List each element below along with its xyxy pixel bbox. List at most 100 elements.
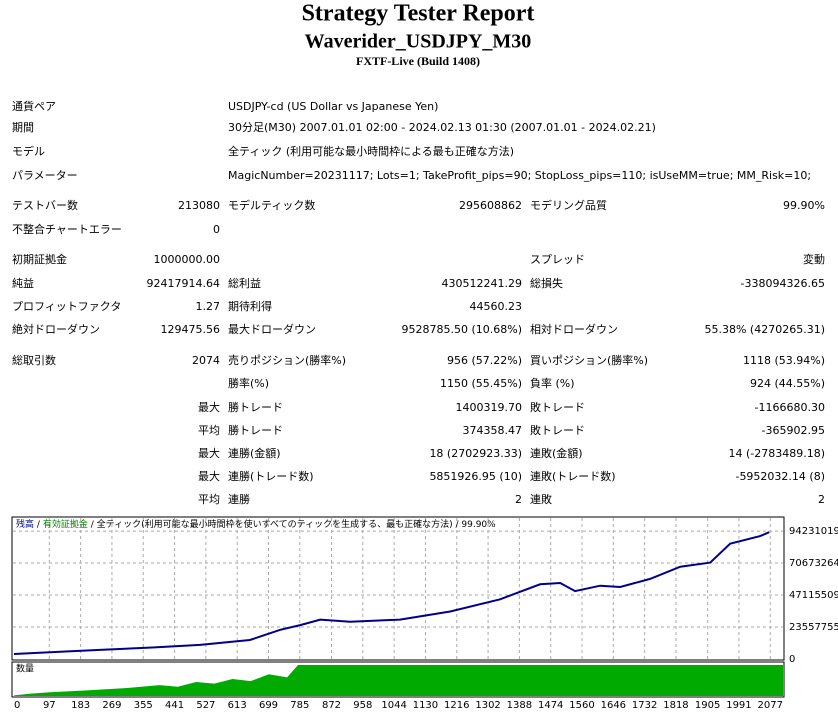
cell-value: 変動	[803, 252, 825, 266]
x-tick-label: 613	[228, 700, 247, 711]
cell-label: モデリング品質	[530, 198, 607, 212]
legend: 残高 / 有効証拠金 / 全ティック(利用可能な最小時間枠を使いすべてのティック…	[16, 518, 496, 530]
build: FXTF-Live (Build 1408)	[356, 54, 480, 68]
balance-line	[13, 531, 770, 655]
x-tick-label: 958	[353, 700, 372, 711]
title: Strategy Tester Report	[302, 1, 535, 27]
cell-value: 430512241.29	[442, 277, 522, 290]
cell-label: パラメーター	[12, 169, 78, 182]
x-tick-label: 2077	[758, 700, 783, 711]
cell-value: 平均	[198, 424, 220, 437]
x-tick-label: 1560	[569, 700, 594, 711]
cell-label: 通貨ペア	[12, 99, 56, 113]
cell-value: 99.90%	[783, 199, 825, 212]
cell-label: プロフィットファクタ	[12, 300, 121, 313]
cell-label: 総利益	[228, 276, 261, 290]
x-tick-label: 527	[196, 700, 215, 711]
x-tick-label: 1302	[475, 700, 500, 711]
cell-label: MagicNumber=20231117; Lots=1; TakeProfit…	[228, 169, 811, 182]
cell-value: 18 (2702923.33)	[429, 447, 522, 460]
cell-label: 敗トレード	[530, 400, 585, 414]
cell-label: 連勝	[228, 492, 250, 506]
x-tick-label: 1646	[601, 700, 626, 711]
cell-value: -5952032.14 (8)	[735, 470, 825, 483]
chart-frame	[11, 516, 785, 661]
cell-value: 2074	[192, 354, 220, 367]
cell-label: 勝率(%)	[228, 376, 269, 390]
y-tick-label: 70673264	[789, 558, 838, 569]
legend-quality: 99.90%	[461, 520, 496, 530]
cell-value: 2	[515, 493, 522, 506]
cell-label: 連敗(トレード数)	[530, 469, 616, 483]
legend-separator: /	[455, 520, 459, 530]
cell-label: 買いポジション(勝率%)	[530, 353, 648, 367]
legend-entry: 有効証拠金	[43, 518, 88, 530]
cell-value: 374358.47	[463, 424, 523, 437]
x-tick-label: 1905	[695, 700, 720, 711]
legend-model: 全ティック(利用可能な最小時間枠を使いすべてのティックを生成する、最も正確な方法…	[97, 518, 453, 530]
x-tick-label: 1216	[444, 700, 469, 711]
cell-label: 勝トレード	[228, 423, 283, 437]
cell-value: 9528785.50 (10.68%)	[401, 323, 522, 336]
cell-label: 連敗(金額)	[530, 446, 583, 460]
cell-label: 連勝(金額)	[228, 446, 281, 460]
cell-label: 初期証拠金	[12, 252, 67, 266]
cell-value: 924 (44.55%)	[750, 377, 825, 390]
cell-value: 0	[213, 223, 220, 236]
cell-label: 敗トレード	[530, 423, 585, 437]
cell-label: 連勝(トレード数)	[228, 469, 314, 483]
cell-value: 2	[818, 493, 825, 506]
legend-separator: /	[37, 520, 41, 530]
y-tick-label: 47115509	[789, 590, 838, 601]
cell-value: 92417914.64	[147, 277, 220, 290]
x-tick-label: 1732	[632, 700, 657, 711]
cell-value: 1.27	[196, 300, 221, 313]
y-tick-label: 23557755	[789, 622, 838, 633]
cell-value: 295608862	[459, 199, 522, 212]
cell-value: 平均	[198, 493, 220, 506]
cell-label: 期待利得	[228, 299, 272, 313]
cell-value: 1118 (53.94%)	[743, 354, 825, 367]
cell-value: -365902.95	[762, 424, 825, 437]
x-tick-label: 1474	[538, 700, 563, 711]
legend-separator: /	[91, 520, 95, 530]
cell-label: 総取引数	[12, 353, 56, 367]
x-tick-label: 785	[290, 700, 309, 711]
y-tick-label: 94231019	[789, 526, 838, 537]
cell-value: -338094326.65	[741, 277, 825, 290]
x-tick-label: 1130	[413, 700, 438, 711]
cell-label: 総損失	[530, 276, 563, 290]
cell-value: 44560.23	[470, 300, 523, 313]
cell-value: 14 (-2783489.18)	[728, 447, 825, 460]
x-tick-label: 97	[43, 700, 56, 711]
cell-value: 5851926.95 (10)	[429, 470, 522, 483]
x-tick-label: 872	[322, 700, 341, 711]
cell-label: スプレッド	[530, 253, 585, 266]
x-tick-label: 699	[259, 700, 278, 711]
x-tick-label: 1818	[663, 700, 688, 711]
legend-entry: 残高	[16, 518, 34, 530]
x-tick-label: 1991	[726, 700, 751, 711]
cell-label: 勝トレード	[228, 400, 283, 414]
x-tick-label: 441	[165, 700, 184, 711]
cell-value: 129475.56	[161, 323, 221, 336]
cell-label: 負率 (%)	[530, 376, 575, 390]
x-tick-label: 1388	[507, 700, 532, 711]
cell-label: 相対ドローダウン	[530, 322, 618, 336]
cell-label: 全ティック (利用可能な最小時間枠による最も正確な方法)	[228, 144, 514, 158]
cell-label: USDJPY-cd (US Dollar vs Japanese Yen)	[228, 100, 438, 113]
cell-label: モデルティック数	[228, 198, 315, 212]
x-tick-label: 355	[134, 700, 153, 711]
cell-label: 売りポジション(勝率%)	[228, 353, 346, 367]
x-tick-label: 183	[71, 700, 90, 711]
cell-value: 最大	[198, 400, 220, 414]
cell-value: -1166680.30	[755, 401, 825, 414]
cell-value: 956 (57.22%)	[447, 354, 522, 367]
cell-label: テストバー数	[12, 199, 78, 212]
cell-value: 最大	[198, 469, 220, 483]
x-tick-label: 269	[102, 700, 121, 711]
cell-label: 絶対ドローダウン	[12, 322, 100, 336]
cell-value: 213080	[178, 199, 220, 212]
